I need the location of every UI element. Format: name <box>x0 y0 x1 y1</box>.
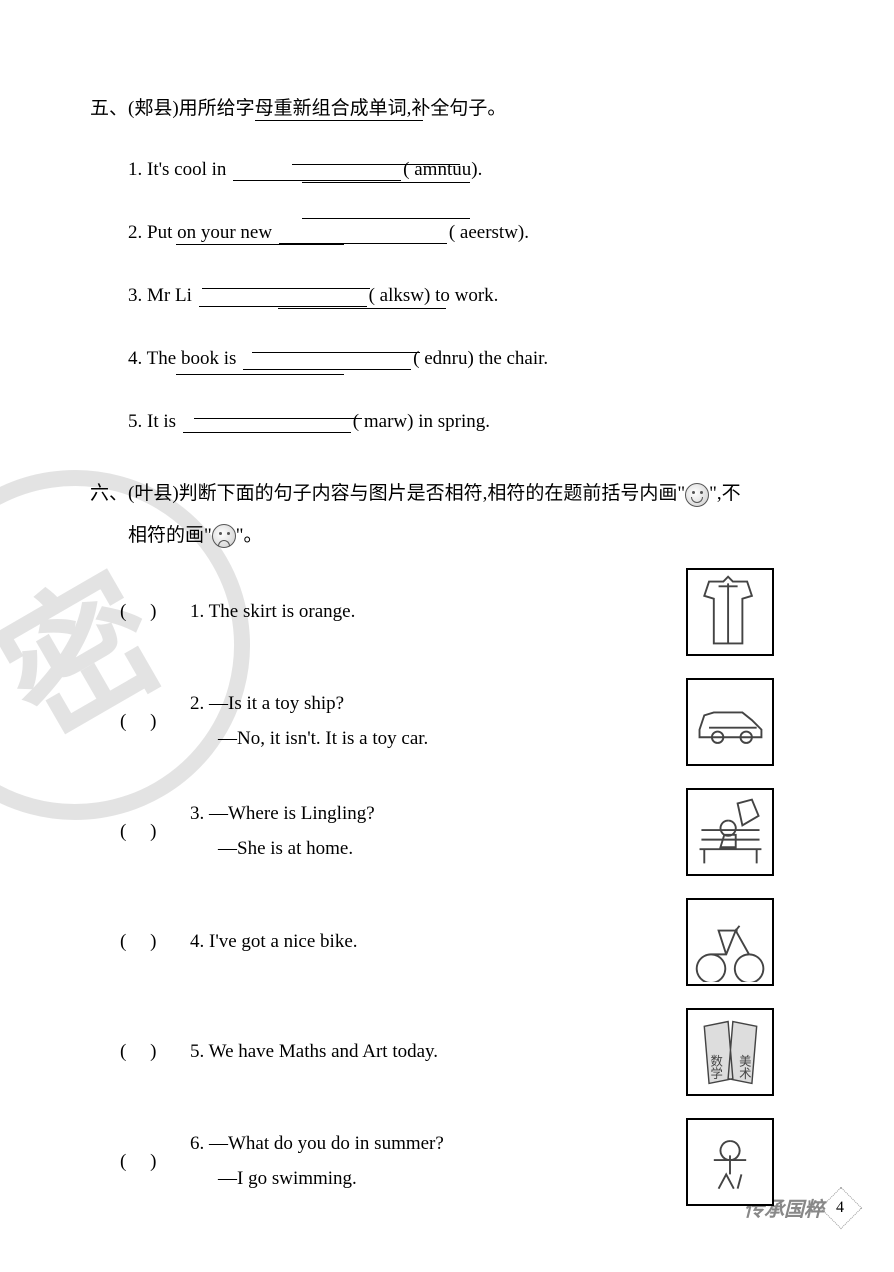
answer-bracket[interactable]: ( ) <box>120 931 190 953</box>
sad-icon <box>212 524 236 548</box>
s6-header-text4: "。 <box>236 525 263 546</box>
q6-image-shirt <box>686 568 774 656</box>
section6-header: 六、(叶县)判断下面的句子内容与图片是否相符,相符的在题前括号内画" ",不 相符… <box>90 473 804 557</box>
answer-blank[interactable] <box>183 411 351 433</box>
section5-header: 五、(郏县)用所给字母重新组合成单词,补全句子。 <box>90 90 804 128</box>
q5-item-2: 2. Put on your new ( aeerstw). <box>128 201 804 264</box>
q5-item-1: 1. It's cool in ( amntuu). <box>128 138 804 201</box>
q6-item-3: ( )3. —Where is Lingling?—She is at home… <box>120 777 804 887</box>
decorative-line <box>278 308 446 309</box>
q6-item-5: ( )5. We have Maths and Art today.数学美术 <box>120 997 804 1107</box>
q6-text: 6. —What do you do in summer?—I go swimm… <box>190 1127 686 1195</box>
q6-text: 3. —Where is Lingling?—She is at home. <box>190 797 686 865</box>
answer-blank[interactable] <box>233 159 401 181</box>
decorative-line <box>176 374 344 375</box>
q5-item-5: 5. It is ( marw) in spring. <box>128 390 804 453</box>
answer-bracket[interactable]: ( ) <box>120 601 190 623</box>
q6-item-1: ( )1. The skirt is orange. <box>120 557 804 667</box>
s6-header-text2: ",不 <box>709 483 741 504</box>
smiley-icon <box>685 483 709 507</box>
q6-image-swim <box>686 1118 774 1206</box>
page-content: 五、(郏县)用所给字母重新组合成单词,补全句子。 1. It's cool in… <box>0 0 894 1217</box>
answer-blank[interactable] <box>243 348 411 370</box>
decorative-line <box>176 244 344 245</box>
q5-item-3: 3. Mr Li ( alksw) to work. <box>128 264 804 327</box>
answer-blank[interactable] <box>279 222 447 244</box>
answer-bracket[interactable]: ( ) <box>120 1151 190 1173</box>
decorative-line <box>194 418 362 419</box>
decorative-line <box>255 120 423 121</box>
q5-text: 1. It's cool in ( amntuu). <box>128 159 482 181</box>
svg-text:数学: 数学 <box>709 1053 723 1079</box>
q5-text: 4. The book is ( ednru) the chair. <box>128 348 548 370</box>
q6-text: 4. I've got a nice bike. <box>190 925 686 959</box>
decorative-line <box>252 352 420 353</box>
q6-image-books: 数学美术 <box>686 1008 774 1096</box>
svg-text:美术: 美术 <box>737 1054 751 1079</box>
decorative-line <box>292 164 460 165</box>
q5-item-4: 4. The book is ( ednru) the chair. <box>128 327 804 390</box>
q6-item-2: ( )2. —Is it a toy ship?—No, it isn't. I… <box>120 667 804 777</box>
answer-bracket[interactable]: ( ) <box>120 711 190 733</box>
q6-text: 2. —Is it a toy ship?—No, it isn't. It i… <box>190 687 686 755</box>
answer-bracket[interactable]: ( ) <box>120 821 190 843</box>
q6-text: 5. We have Maths and Art today. <box>190 1035 686 1069</box>
q6-image-bike <box>686 898 774 986</box>
s6-header-text1: 六、(叶县)判断下面的句子内容与图片是否相符,相符的在题前括号内画" <box>90 483 685 504</box>
q6-item-6: ( )6. —What do you do in summer?—I go sw… <box>120 1107 804 1217</box>
q6-image-bench <box>686 788 774 876</box>
decorative-line <box>302 182 470 183</box>
q5-text: 5. It is ( marw) in spring. <box>128 411 490 433</box>
q6-text: 1. The skirt is orange. <box>190 595 686 629</box>
q5-text: 2. Put on your new ( aeerstw). <box>128 222 529 244</box>
decorative-line <box>302 218 470 219</box>
s6-header-text3: 相符的画" <box>128 525 212 546</box>
answer-bracket[interactable]: ( ) <box>120 1041 190 1063</box>
decorative-line <box>202 288 370 289</box>
q6-item-4: ( )4. I've got a nice bike. <box>120 887 804 997</box>
q6-image-car <box>686 678 774 766</box>
